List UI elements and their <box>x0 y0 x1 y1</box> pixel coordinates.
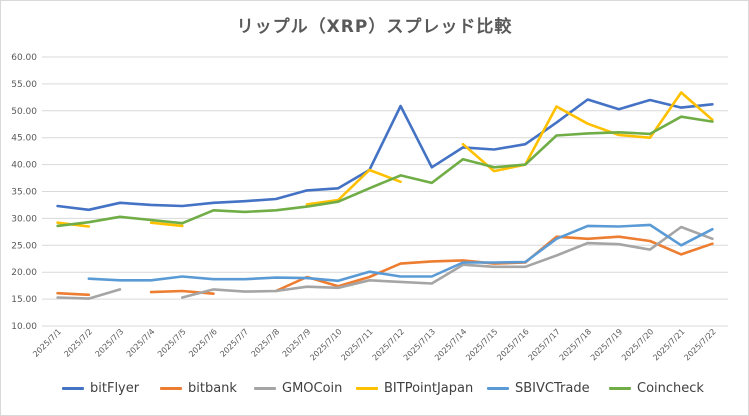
series-line-sbivctrade <box>87 223 714 283</box>
legend-label: SBIVCTrade <box>515 380 590 396</box>
x-tick-label: 2025/7/21 <box>651 327 686 362</box>
series-line-bitbank <box>56 291 91 297</box>
legend: bitFlyer bitbank GMOCoin BITPointJapan SBIVC… <box>0 376 749 400</box>
x-tick-label: 2025/7/10 <box>308 327 343 362</box>
x-tick-label: 2025/7/4 <box>125 327 157 359</box>
y-tick-label: 25.00 <box>11 241 37 251</box>
legend-label: bitFlyer <box>90 380 140 396</box>
legend-label: Coincheck <box>637 380 704 396</box>
legend-swatch <box>609 386 631 390</box>
legend-label: GMOCoin <box>282 380 343 396</box>
x-tick-label: 2025/7/12 <box>371 327 406 362</box>
x-tick-label: 2025/7/14 <box>433 327 468 362</box>
x-tick-label: 2025/7/16 <box>495 327 530 362</box>
x-tick-label: 2025/7/18 <box>558 327 593 362</box>
x-tick-label: 2025/7/19 <box>589 327 624 362</box>
legend-swatch <box>160 386 182 390</box>
x-tick-label: 2025/7/9 <box>281 327 313 359</box>
legend-swatch <box>254 386 276 390</box>
legend-label: BITPointJapan <box>384 380 474 396</box>
y-tick-label: 10.00 <box>11 322 37 332</box>
legend-item-bitflyer: bitFlyer <box>62 376 139 400</box>
y-tick-label: 50.00 <box>11 107 37 117</box>
x-tick-label: 2025/7/15 <box>464 327 499 362</box>
y-tick-label: 20.00 <box>11 268 37 278</box>
x-tick-label: 2025/7/13 <box>402 327 437 362</box>
chart-title: リップル（XRP）スプレッド比較 <box>236 17 513 37</box>
legend-swatch <box>487 386 509 390</box>
y-tick-label: 60.00 <box>11 53 37 63</box>
x-tick-label: 2025/7/5 <box>156 327 188 359</box>
legend-item-sbivctrade: SBIVCTrade <box>487 376 590 400</box>
x-tick-label: 2025/7/11 <box>339 327 374 362</box>
series-line-gmocoin <box>56 288 122 300</box>
legend-item-coincheck: Coincheck <box>609 376 704 400</box>
legend-label: bitbank <box>188 380 237 396</box>
x-tick-label: 2025/7/20 <box>620 327 655 362</box>
y-tick-label: 30.00 <box>11 214 37 224</box>
series-line-gmocoin <box>181 225 714 299</box>
x-tick-label: 2025/7/6 <box>187 327 219 359</box>
series-line-coincheck <box>56 115 714 228</box>
x-tick-label: 2025/7/2 <box>62 327 94 359</box>
series-line-bitflyer <box>56 98 714 212</box>
series-line-bitpointjapan <box>305 168 402 206</box>
x-tick-label: 2025/7/17 <box>527 327 562 362</box>
y-tick-label: 15.00 <box>11 295 37 305</box>
x-tick-label: 2025/7/8 <box>250 327 282 359</box>
legend-item-bitpointjapan: BITPointJapan <box>356 376 473 400</box>
legend-swatch <box>356 386 378 390</box>
legend-item-gmocoin: GMOCoin <box>254 376 342 400</box>
legend-swatch <box>62 386 84 390</box>
x-tick-label: 2025/7/3 <box>94 327 126 359</box>
x-tick-label: 2025/7/22 <box>682 327 717 362</box>
x-tick-label: 2025/7/7 <box>218 327 250 359</box>
series-line-bitpointjapan <box>461 91 714 173</box>
series-line-bitpointjapan <box>149 221 184 228</box>
y-tick-label: 45.00 <box>11 134 37 144</box>
y-tick-label: 40.00 <box>11 161 37 171</box>
y-tick-label: 35.00 <box>11 188 37 198</box>
legend-item-bitbank: bitbank <box>160 376 237 400</box>
y-tick-label: 55.00 <box>11 80 37 90</box>
